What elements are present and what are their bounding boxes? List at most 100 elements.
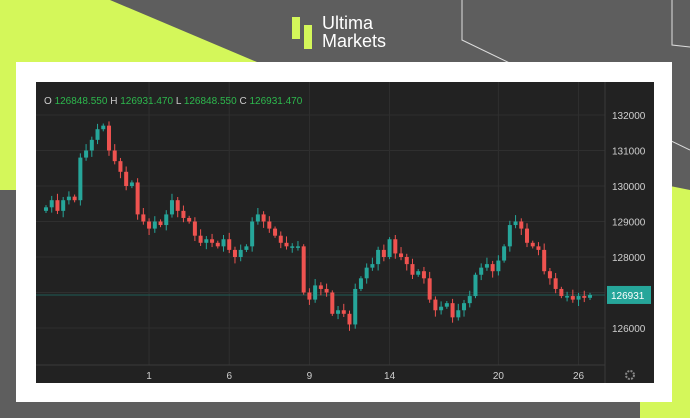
candle [301,244,306,295]
candle-body [101,125,106,130]
candle-body [215,242,220,247]
candle [576,292,581,306]
candle [570,289,575,303]
candle-body [187,217,192,222]
settings-gear-icon[interactable] [625,370,635,380]
candle-body [227,239,232,250]
candle [250,217,255,252]
candle [559,286,564,299]
candle-body [376,249,381,265]
candle [261,211,266,228]
low-value: 126848.550 [183,96,237,107]
candle [347,310,352,331]
candle [72,194,77,203]
candle [467,290,472,308]
candle [43,205,49,213]
candle [353,283,358,329]
y-tick-label: 129000 [612,218,646,229]
candle-body [255,214,260,222]
candle-body [536,246,541,250]
candle [536,242,541,256]
candle-body [158,221,163,226]
candle [124,166,129,191]
candle [284,236,289,250]
candle [376,246,381,271]
candle-body [221,239,226,247]
candle-body [273,228,278,236]
candle [238,244,243,262]
candle-body [61,200,66,211]
candle-body [542,249,547,272]
candle [290,243,295,253]
open-value: 126848.550 [54,96,108,107]
candle [450,298,455,323]
chart-panel [36,82,654,383]
candle [387,237,392,260]
candle [118,157,123,179]
candle-body [267,221,272,229]
candle-body [587,294,593,298]
candle-body [78,157,83,201]
candle-body [467,296,472,304]
candle-body [301,246,306,293]
candle [399,247,404,261]
candle [169,193,174,218]
candle [78,153,83,206]
logo-line2: Markets [322,31,387,51]
candle-body [421,271,426,279]
candle-body [313,285,318,300]
candle [490,260,495,278]
candle-body [513,221,518,226]
high-value: 126931.470 [120,96,174,107]
candle-body [147,221,152,229]
candle-body [576,296,581,300]
candle-body [66,196,71,201]
candle [273,226,278,238]
candle-body [507,225,512,247]
candle [181,205,186,223]
y-tick-label: 130000 [612,182,646,193]
candle-body [49,200,54,208]
candle-body [570,296,575,300]
candle [587,292,593,300]
candle-body [381,249,386,257]
y-tick-label: 128000 [612,253,646,264]
candle-body [250,221,255,247]
candle [381,244,386,262]
candle [255,208,260,225]
candle [55,193,60,215]
candle-body [181,210,186,218]
candle [49,195,54,213]
candle-body [433,299,438,311]
candle-body [204,239,209,243]
candle-body [347,313,352,325]
candle-body [565,296,570,298]
x-tick-label: 9 [307,371,313,382]
candle-body [547,271,552,279]
candle-body [462,303,467,311]
candle [192,217,197,242]
candle-body [152,221,157,229]
x-tick-label: 20 [493,371,505,382]
candle [244,244,249,253]
x-tick-label: 6 [226,371,232,382]
candle-body [404,257,409,265]
candle [187,215,192,224]
candle [158,219,163,228]
candle [129,180,134,189]
candle [267,216,272,233]
candle-body [530,242,535,247]
logo-line1: Ultima [322,13,374,33]
candle-body [387,239,392,257]
candle [370,257,375,271]
candle-body [84,150,89,158]
y-tick-label: 131000 [612,147,646,158]
candle [427,271,432,303]
candle [439,301,444,315]
candle-body [129,182,134,186]
candle [210,233,215,248]
candle-body [450,303,455,318]
candle [507,220,512,252]
candle [106,121,111,156]
